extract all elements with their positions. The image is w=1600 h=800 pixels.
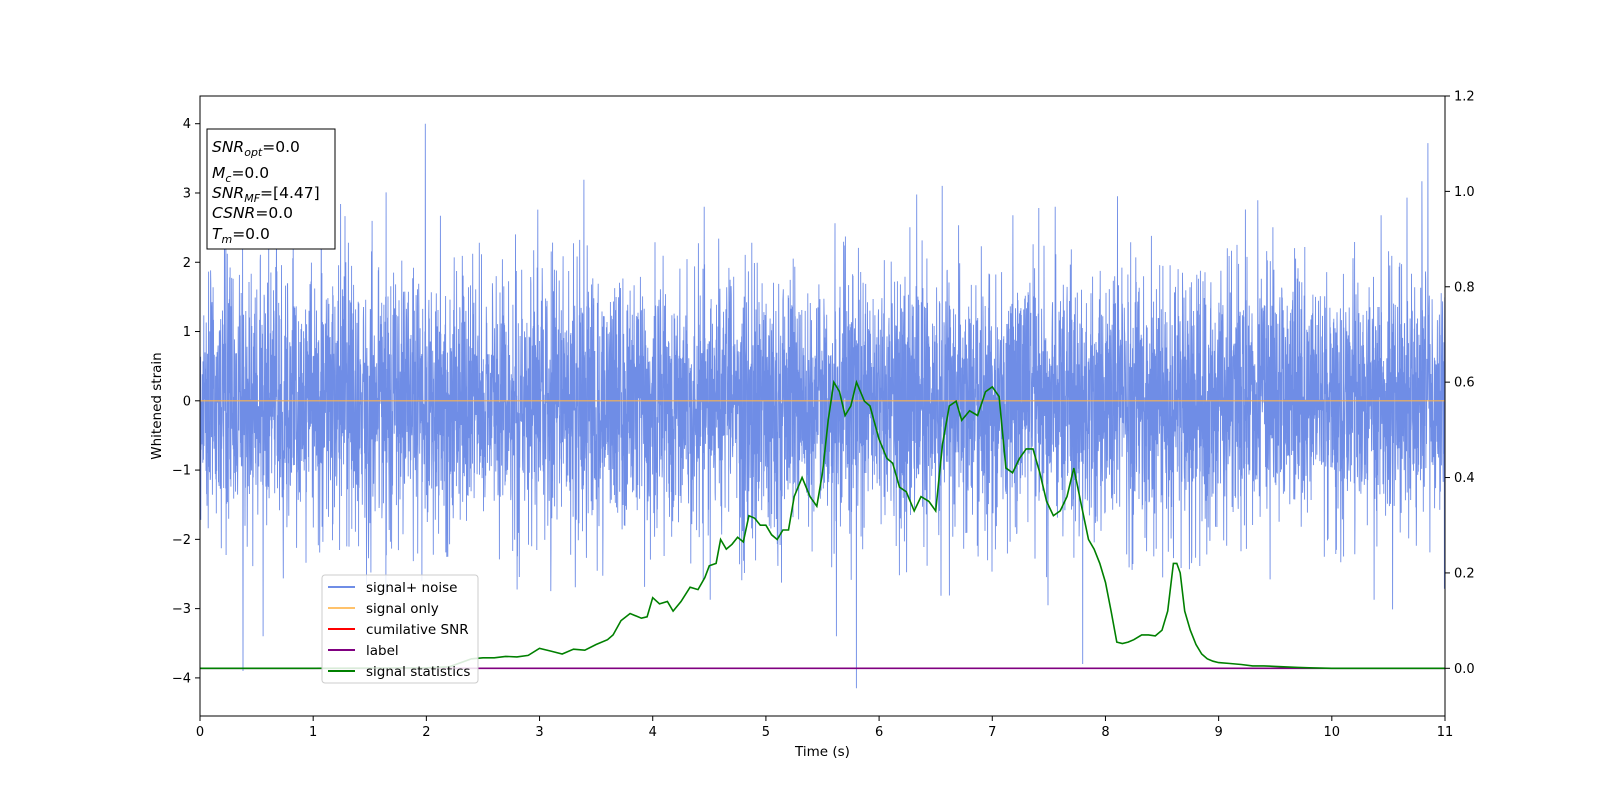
x-tick-label: 7 bbox=[988, 725, 996, 740]
x-tick-label: 5 bbox=[762, 725, 770, 740]
y-tick-label: 4 bbox=[183, 117, 191, 132]
x-axis-label: Time (s) bbox=[794, 744, 850, 760]
x-tick-label: 9 bbox=[1214, 725, 1222, 740]
y2-tick-label: 0.8 bbox=[1454, 280, 1475, 295]
x-tick-label: 6 bbox=[875, 725, 883, 740]
info-tm: Tm=0.0 bbox=[212, 225, 270, 246]
y2-tick-label: 0.0 bbox=[1454, 662, 1475, 677]
legend-entry: label bbox=[366, 643, 399, 659]
axes-frame bbox=[199, 95, 1446, 717]
y-tick-label: −3 bbox=[172, 602, 191, 617]
y-tick-label: −2 bbox=[172, 533, 191, 548]
legend-entry: signal statistics bbox=[366, 664, 470, 680]
y-axis-label: Whitened strain bbox=[149, 352, 165, 459]
y-tick-label: 1 bbox=[183, 325, 191, 340]
y-tick-label: 0 bbox=[183, 394, 191, 409]
info-csnr: CSNR=0.0 bbox=[212, 204, 293, 222]
x-tick-label: 4 bbox=[649, 725, 657, 740]
x-tick-label: 1 bbox=[309, 725, 317, 740]
legend: signal+ noise signal only cumilative SNR la… bbox=[321, 574, 479, 684]
y2-tick-label: 0.6 bbox=[1454, 376, 1475, 391]
x-tick-label: 0 bbox=[196, 725, 204, 740]
y-tick-label: −1 bbox=[172, 464, 191, 479]
legend-entry: signal only bbox=[366, 601, 439, 617]
legend-entry: signal+ noise bbox=[366, 580, 457, 596]
x-tick-label: 2 bbox=[422, 725, 430, 740]
x-axis: 0 1 2 3 4 5 6 7 8 9 10 11 bbox=[196, 716, 1453, 740]
series-signal-plus-noise bbox=[200, 123, 1445, 689]
y2-tick-label: 1.0 bbox=[1454, 185, 1475, 200]
x-tick-label: 3 bbox=[535, 725, 543, 740]
x-tick-label: 8 bbox=[1101, 725, 1109, 740]
info-box: SNRopt=0.0 Mc=0.0 SNRMF=[4.47] CSNR=0.0 … bbox=[206, 128, 336, 250]
y-tick-label: 3 bbox=[183, 186, 191, 201]
y-axis-right: 0.0 0.2 0.4 0.6 0.8 1.0 1.2 bbox=[1445, 90, 1475, 677]
legend-entry: cumilative SNR bbox=[366, 622, 469, 638]
y2-tick-label: 0.2 bbox=[1454, 566, 1475, 581]
y-axis-left: −4 −3 −2 −1 0 1 2 3 4 bbox=[172, 117, 200, 686]
info-snr-mf: SNRMF=[4.47] bbox=[212, 184, 320, 205]
info-mc: Mc=0.0 bbox=[212, 164, 269, 185]
y2-tick-label: 1.2 bbox=[1454, 90, 1475, 105]
x-tick-label: 10 bbox=[1324, 725, 1341, 740]
y2-tick-label: 0.4 bbox=[1454, 471, 1475, 486]
info-snr-opt: SNRopt=0.0 bbox=[212, 138, 300, 159]
series-signal-statistics bbox=[200, 379, 1445, 670]
y-tick-label: −4 bbox=[172, 671, 191, 686]
y-tick-label: 2 bbox=[183, 256, 191, 271]
x-tick-label: 11 bbox=[1437, 725, 1454, 740]
